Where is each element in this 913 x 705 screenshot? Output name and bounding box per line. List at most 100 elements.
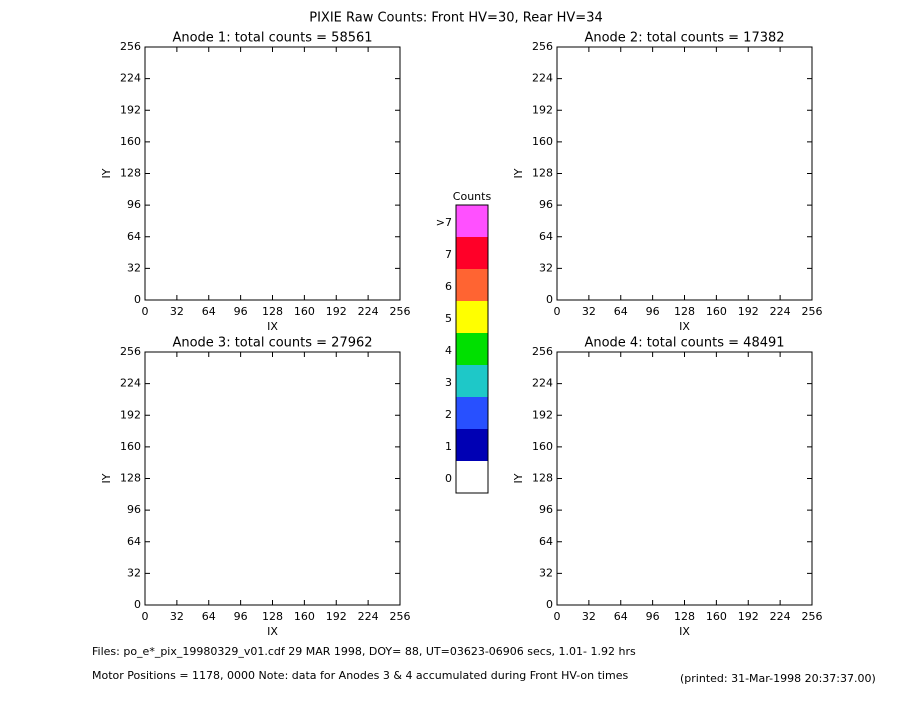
x-tick-label: 96 xyxy=(646,305,660,318)
colorbar-label: >7 xyxy=(436,216,452,229)
x-tick-label: 128 xyxy=(674,610,695,623)
y-tick-label: 0 xyxy=(134,598,141,611)
y-tick-label: 96 xyxy=(539,198,553,211)
x-tick-label: 64 xyxy=(614,610,628,623)
x-tick-label: 32 xyxy=(170,305,184,318)
y-tick-label: 256 xyxy=(532,40,553,53)
y-tick-label: 64 xyxy=(539,535,553,548)
y-tick-label: 256 xyxy=(120,40,141,53)
y-tick-label: 32 xyxy=(127,566,141,579)
y-axis-label: IY xyxy=(512,473,525,483)
x-tick-label: 64 xyxy=(202,610,216,623)
x-tick-label: 192 xyxy=(326,610,347,623)
x-tick-label: 96 xyxy=(234,305,248,318)
page-title: PIXIE Raw Counts: Front HV=30, Rear HV=3… xyxy=(309,11,603,26)
y-tick-label: 224 xyxy=(532,377,553,390)
y-axis-label: IY xyxy=(100,168,113,178)
x-tick-label: 128 xyxy=(674,305,695,318)
y-tick-label: 224 xyxy=(120,377,141,390)
x-tick-label: 224 xyxy=(770,305,791,318)
y-tick-label: 0 xyxy=(546,598,553,611)
x-tick-label: 160 xyxy=(294,305,315,318)
y-tick-label: 160 xyxy=(120,135,141,148)
x-tick-label: 96 xyxy=(646,610,660,623)
plot-frame xyxy=(556,351,813,606)
colorbar-swatch xyxy=(456,205,488,237)
plot-frame xyxy=(144,351,401,606)
x-tick-label: 96 xyxy=(234,610,248,623)
x-tick-label: 128 xyxy=(262,305,283,318)
y-axis-label: IY xyxy=(100,473,113,483)
y-tick-label: 160 xyxy=(120,440,141,453)
x-tick-label: 256 xyxy=(390,610,411,623)
y-tick-label: 96 xyxy=(127,503,141,516)
x-axis-label: IX xyxy=(267,320,278,333)
x-tick-label: 192 xyxy=(738,305,759,318)
colorbar-label: 1 xyxy=(445,440,452,453)
y-tick-label: 256 xyxy=(532,345,553,358)
panel-title: Anode 4: total counts = 48491 xyxy=(584,336,784,351)
footer-motor: Motor Positions = 1178, 0000 Note: data … xyxy=(92,669,628,682)
x-tick-label: 224 xyxy=(770,610,791,623)
x-axis-label: IX xyxy=(679,320,690,333)
x-tick-label: 32 xyxy=(582,305,596,318)
footer-files: Files: po_e*_pix_19980329_v01.cdf 29 MAR… xyxy=(92,645,636,658)
plot-frame xyxy=(144,46,401,301)
colorbar-swatch xyxy=(456,269,488,301)
x-tick-label: 64 xyxy=(614,305,628,318)
x-tick-label: 160 xyxy=(294,610,315,623)
y-tick-label: 160 xyxy=(532,440,553,453)
y-tick-label: 160 xyxy=(532,135,553,148)
colorbar-label: 4 xyxy=(445,344,452,357)
x-tick-label: 0 xyxy=(554,305,561,318)
y-tick-label: 96 xyxy=(127,198,141,211)
colorbar-label: 5 xyxy=(445,312,452,325)
colorbar-label: 2 xyxy=(445,408,452,421)
x-tick-label: 160 xyxy=(706,305,727,318)
colorbar-label: 0 xyxy=(445,472,452,485)
y-tick-label: 128 xyxy=(532,472,553,485)
y-tick-label: 32 xyxy=(127,261,141,274)
x-tick-label: 32 xyxy=(170,610,184,623)
x-tick-label: 64 xyxy=(202,305,216,318)
colorbar-label: 3 xyxy=(445,376,452,389)
plot-frame xyxy=(556,46,813,301)
colorbar-swatch xyxy=(456,461,488,493)
y-tick-label: 192 xyxy=(532,103,553,116)
x-tick-label: 0 xyxy=(142,610,149,623)
footer-printed: (printed: 31-Mar-1998 20:37:37.00) xyxy=(680,672,876,685)
x-tick-label: 160 xyxy=(706,610,727,623)
y-tick-label: 256 xyxy=(120,345,141,358)
y-tick-label: 0 xyxy=(134,293,141,306)
y-tick-label: 96 xyxy=(539,503,553,516)
colorbar-frame xyxy=(455,204,489,494)
y-tick-label: 128 xyxy=(120,167,141,180)
x-tick-label: 224 xyxy=(358,305,379,318)
colorbar-swatch xyxy=(456,301,488,333)
x-tick-label: 256 xyxy=(390,305,411,318)
colorbar-swatch xyxy=(456,237,488,269)
y-tick-label: 32 xyxy=(539,566,553,579)
x-tick-label: 32 xyxy=(582,610,596,623)
y-tick-label: 64 xyxy=(539,230,553,243)
x-tick-label: 192 xyxy=(326,305,347,318)
y-tick-label: 224 xyxy=(532,72,553,85)
colorbar-label: 6 xyxy=(445,280,452,293)
y-tick-label: 64 xyxy=(127,230,141,243)
y-tick-label: 128 xyxy=(120,472,141,485)
x-tick-label: 0 xyxy=(142,305,149,318)
y-tick-label: 224 xyxy=(120,72,141,85)
colorbar-swatch xyxy=(456,397,488,429)
x-axis-label: IX xyxy=(679,625,690,638)
colorbar-swatch xyxy=(456,365,488,397)
y-tick-label: 192 xyxy=(532,408,553,421)
y-tick-label: 0 xyxy=(546,293,553,306)
x-tick-label: 256 xyxy=(802,610,823,623)
colorbar-label: 7 xyxy=(445,248,452,261)
y-tick-label: 192 xyxy=(120,408,141,421)
panel-title: Anode 1: total counts = 58561 xyxy=(172,31,372,46)
x-axis-label: IX xyxy=(267,625,278,638)
colorbar-swatch xyxy=(456,333,488,365)
y-tick-label: 32 xyxy=(539,261,553,274)
